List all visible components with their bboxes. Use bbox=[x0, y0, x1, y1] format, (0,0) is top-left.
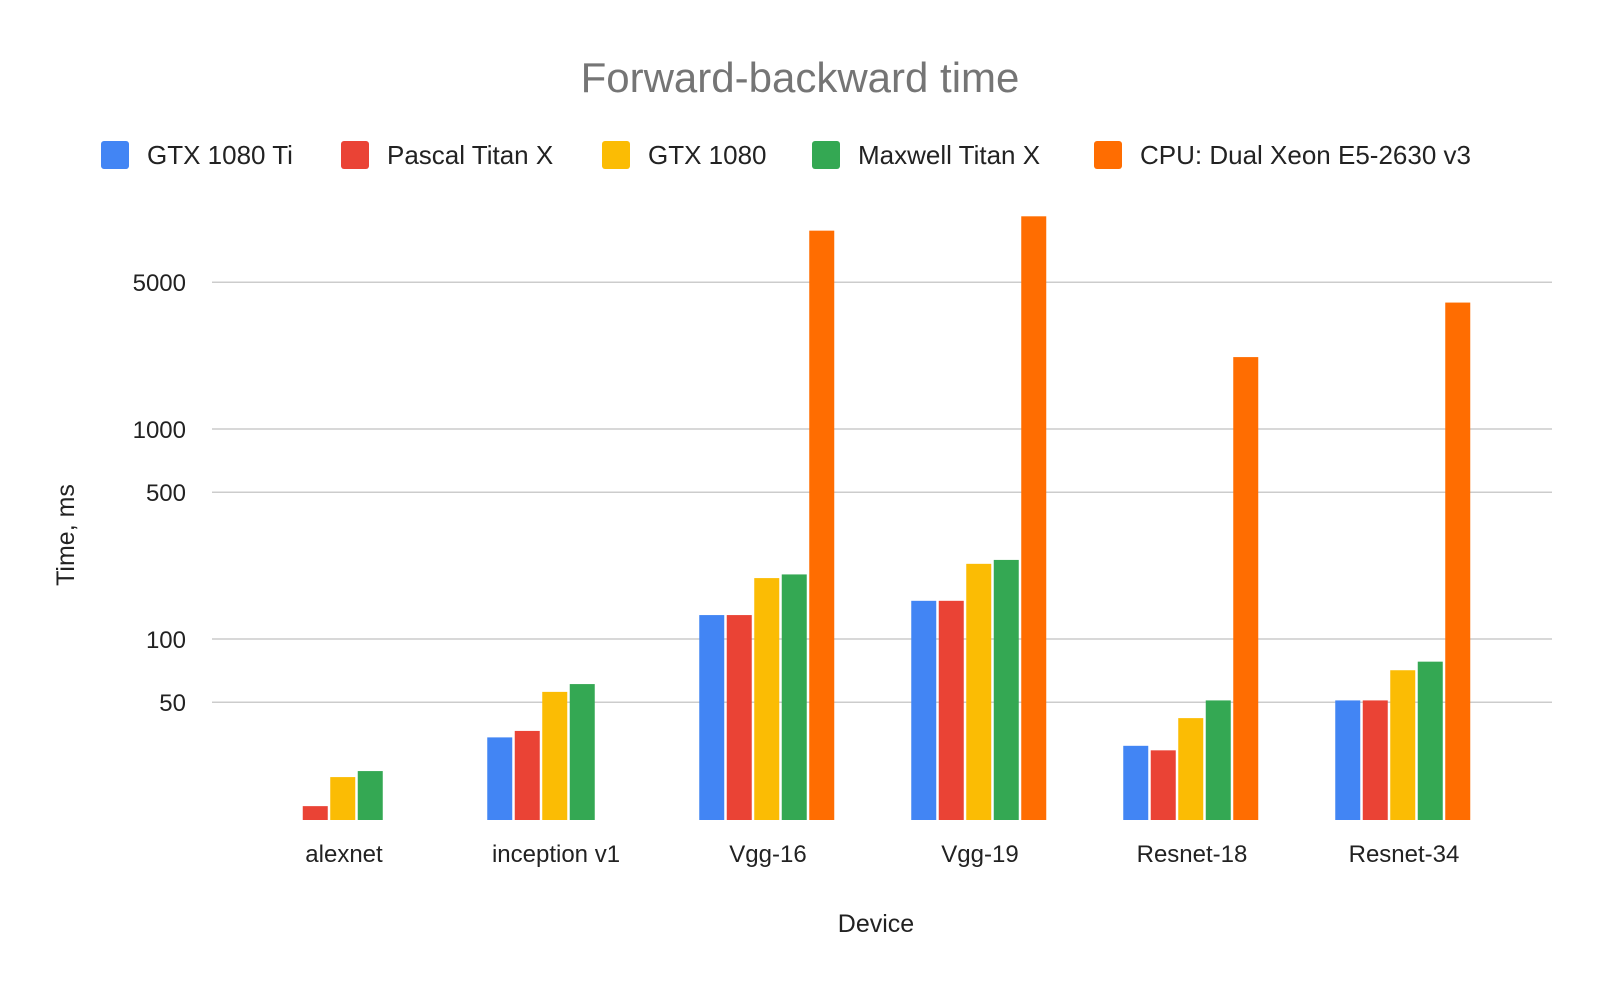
bar-resnet-18-gtx-1080-ti bbox=[1123, 745, 1149, 820]
bar-alexnet-maxwell-titan-x bbox=[357, 771, 383, 820]
y-tick-label-100: 100 bbox=[146, 627, 186, 654]
x-tick-label-alexnet: alexnet bbox=[305, 841, 383, 868]
y-tick-label-1000: 1000 bbox=[133, 417, 186, 444]
bar-resnet-34-cpu-dual-xeon-e5-2630-v3 bbox=[1445, 302, 1471, 821]
x-tick-label-inception-v1: inception v1 bbox=[492, 841, 620, 868]
bar-vgg-19-cpu-dual-xeon-e5-2630-v3 bbox=[1021, 216, 1047, 820]
legend-label-gtx-1080: GTX 1080 bbox=[648, 140, 767, 170]
bar-vgg-19-gtx-1080 bbox=[966, 563, 992, 820]
bar-resnet-34-pascal-titan-x bbox=[1362, 700, 1388, 820]
legend-label-cpu-dual-xeon-e5-2630-v3: CPU: Dual Xeon E5-2630 v3 bbox=[1140, 140, 1471, 170]
bar-resnet-18-pascal-titan-x bbox=[1150, 750, 1176, 820]
bar-resnet-18-maxwell-titan-x bbox=[1205, 700, 1231, 820]
x-tick-label-vgg-16: Vgg-16 bbox=[729, 841, 806, 868]
x-axis-ticks: alexnet inception v1 Vgg-16 Vgg-19 Resnet-18… bbox=[305, 841, 1459, 868]
bar-inception-v1-gtx-1080 bbox=[542, 691, 568, 820]
bar-vgg-19-pascal-titan-x bbox=[938, 600, 964, 820]
legend-swatch-maxwell-titan-x bbox=[812, 141, 840, 169]
legend-label-gtx-1080-ti: GTX 1080 Ti bbox=[147, 140, 293, 170]
y-axis-ticks: 50 100 500 1000 5000 bbox=[133, 270, 186, 717]
bar-inception-v1-pascal-titan-x bbox=[514, 730, 540, 820]
bar-vgg-16-cpu-dual-xeon-e5-2630-v3 bbox=[809, 230, 835, 821]
bar-vgg-19-maxwell-titan-x bbox=[993, 559, 1019, 820]
y-tick-label-5000: 5000 bbox=[133, 270, 186, 297]
y-tick-label-500: 500 bbox=[146, 480, 186, 507]
bar-resnet-34-maxwell-titan-x bbox=[1417, 661, 1443, 820]
bar-alexnet-gtx-1080 bbox=[330, 777, 356, 820]
legend-swatch-cpu-dual-xeon-e5-2630-v3 bbox=[1094, 141, 1122, 169]
bar-resnet-34-gtx-1080 bbox=[1390, 670, 1416, 820]
y-axis-label: Time, ms bbox=[52, 484, 80, 586]
bar-resnet-18-gtx-1080 bbox=[1178, 718, 1204, 820]
bar-inception-v1-gtx-1080-ti bbox=[487, 737, 513, 820]
bar-vgg-16-pascal-titan-x bbox=[726, 615, 752, 820]
x-tick-label-vgg-19: Vgg-19 bbox=[941, 841, 1018, 868]
gridlines bbox=[212, 281, 1552, 703]
bar-alexnet-pascal-titan-x bbox=[302, 806, 328, 820]
bar-vgg-19-gtx-1080-ti bbox=[911, 600, 937, 820]
bar-vgg-16-gtx-1080 bbox=[754, 578, 780, 820]
bar-inception-v1-maxwell-titan-x bbox=[569, 684, 595, 820]
legend: GTX 1080 Ti Pascal Titan X GTX 1080 Maxwell… bbox=[101, 140, 1471, 170]
bar-vgg-16-gtx-1080-ti bbox=[699, 615, 725, 820]
legend-swatch-gtx-1080 bbox=[602, 141, 630, 169]
bar-vgg-16-maxwell-titan-x bbox=[781, 574, 807, 820]
bar-resnet-18-cpu-dual-xeon-e5-2630-v3 bbox=[1233, 357, 1259, 820]
legend-swatch-gtx-1080-ti bbox=[101, 141, 129, 169]
x-axis-label: Device bbox=[838, 910, 914, 938]
y-tick-label-50: 50 bbox=[159, 690, 186, 717]
bar-resnet-34-gtx-1080-ti bbox=[1335, 700, 1361, 820]
legend-label-maxwell-titan-x: Maxwell Titan X bbox=[858, 140, 1040, 170]
x-tick-label-resnet-34: Resnet-34 bbox=[1349, 841, 1460, 868]
legend-swatch-pascal-titan-x bbox=[341, 141, 369, 169]
bars bbox=[302, 216, 1471, 821]
legend-label-pascal-titan-x: Pascal Titan X bbox=[387, 140, 553, 170]
chart-title: Forward-backward time bbox=[581, 54, 1020, 101]
x-tick-label-resnet-18: Resnet-18 bbox=[1137, 841, 1248, 868]
